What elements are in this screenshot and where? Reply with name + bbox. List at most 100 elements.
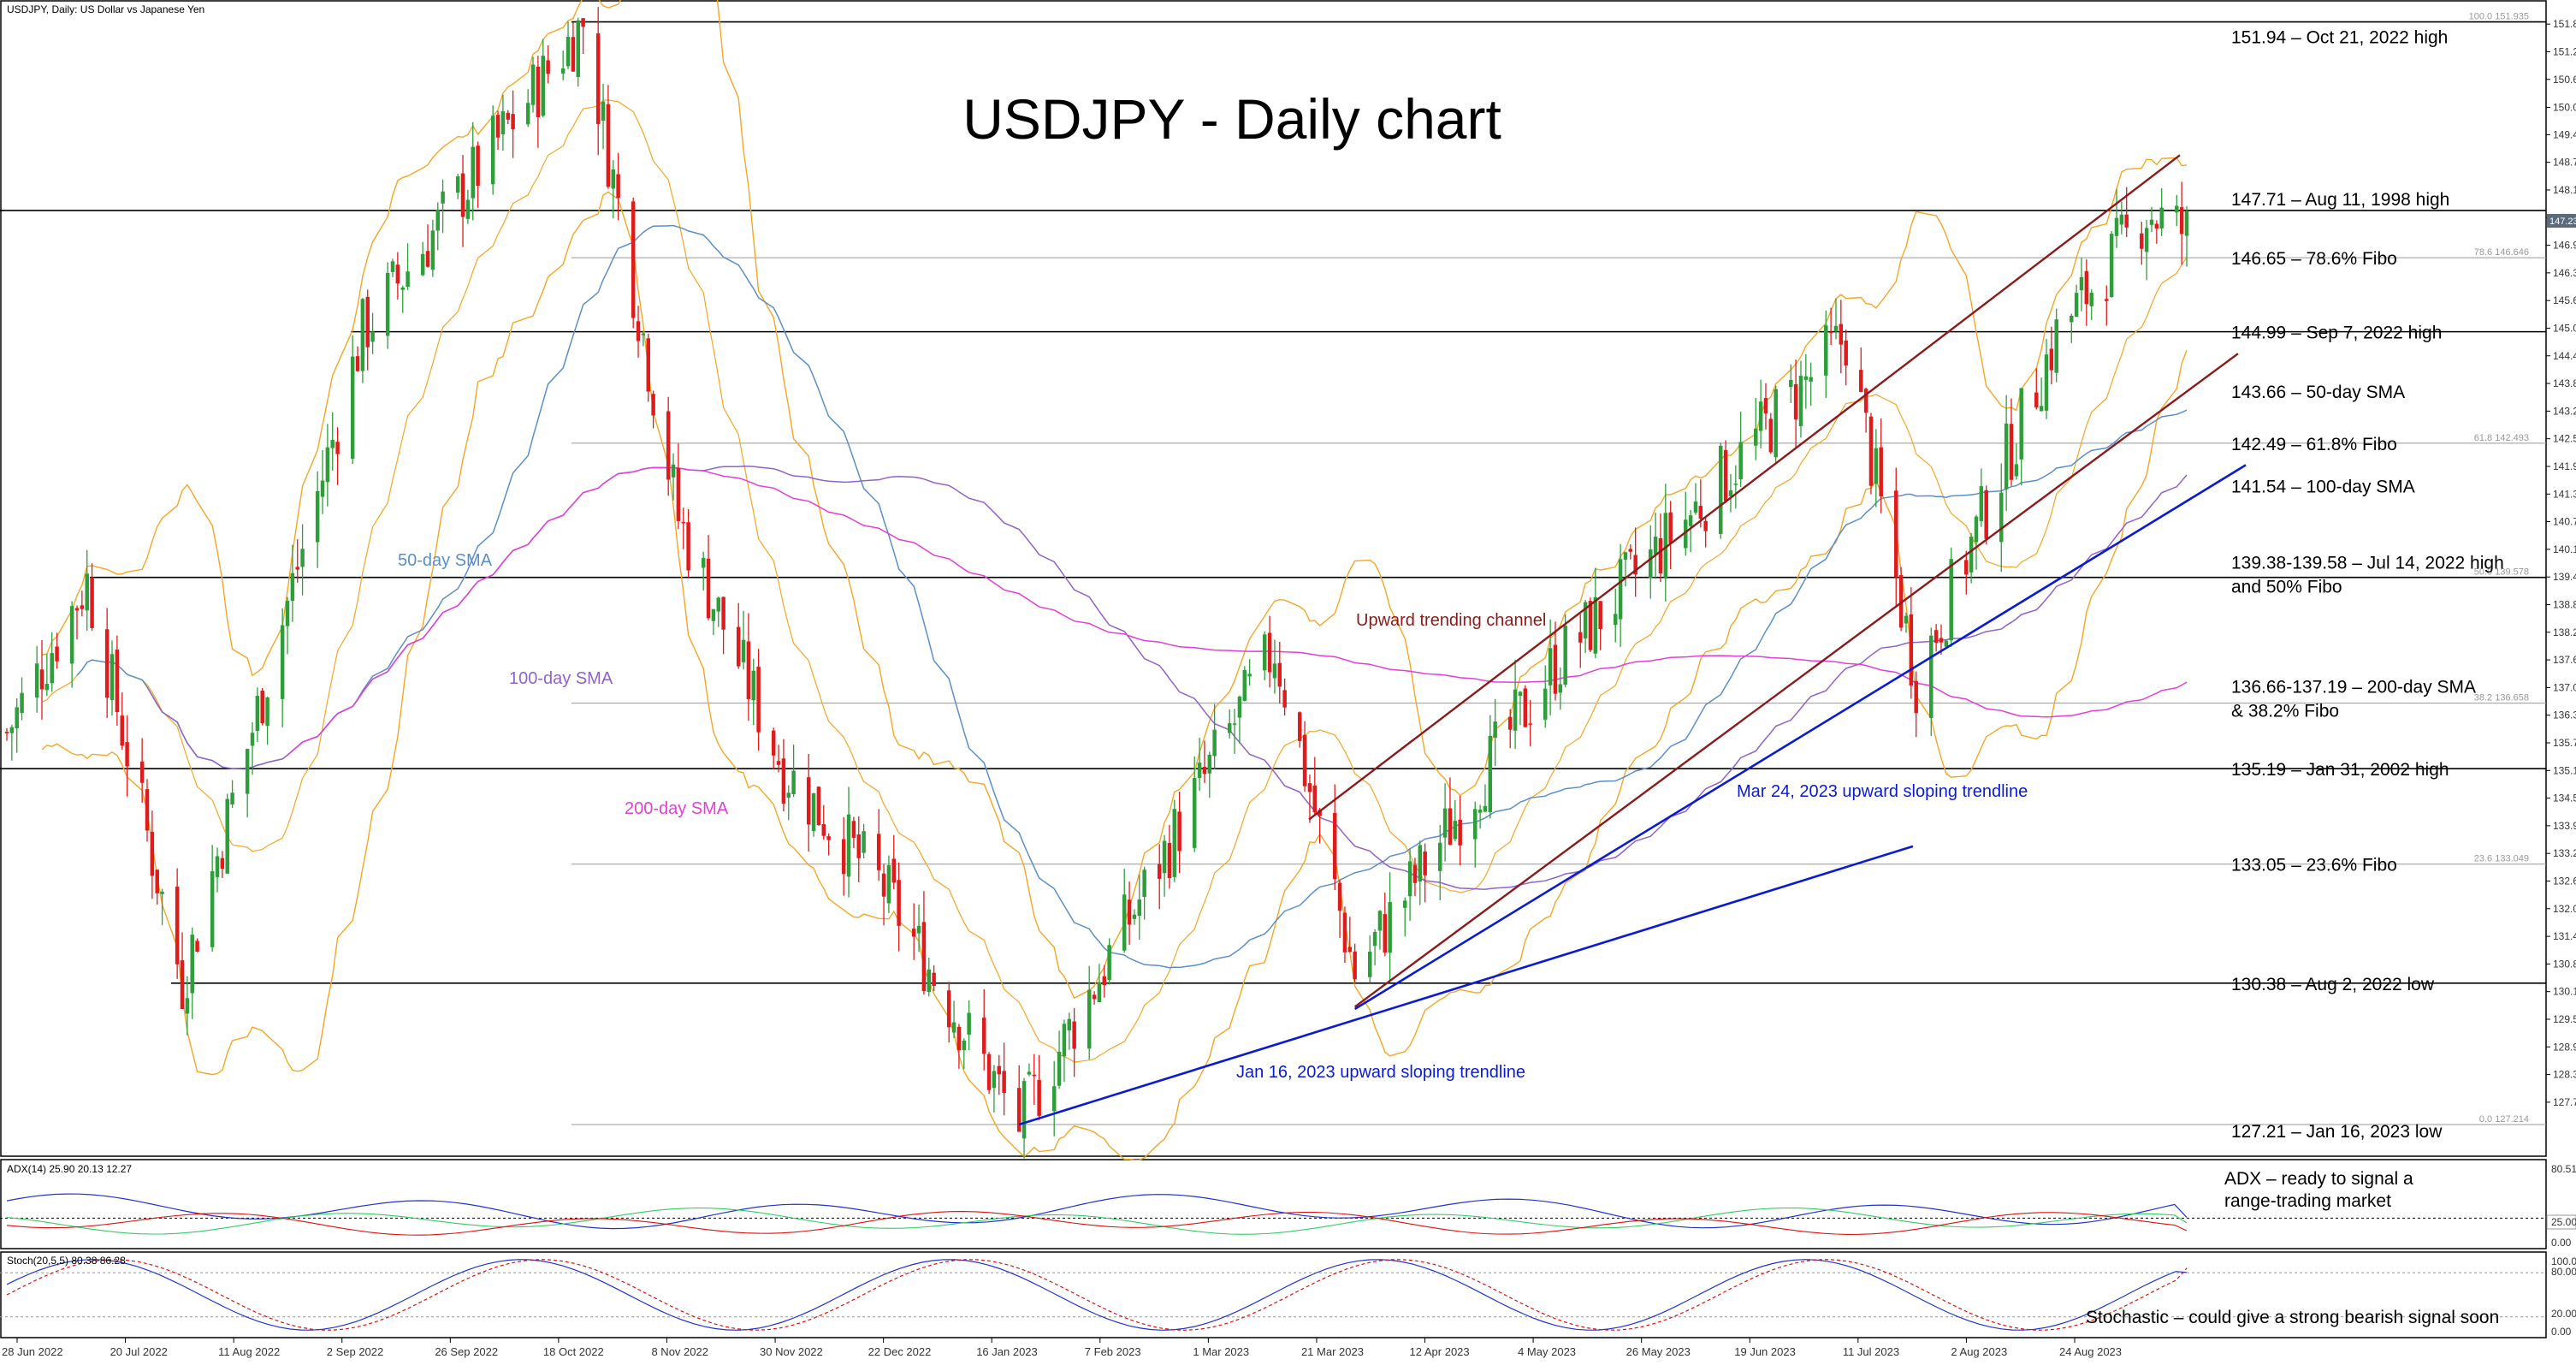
trend-lines	[1018, 154, 2247, 1126]
y-tick-label: 133.290	[2553, 847, 2576, 859]
candle-body	[1859, 370, 1863, 392]
candle-body	[1172, 809, 1177, 877]
candle-body	[2154, 223, 2159, 228]
y-tick-label: 142.590	[2553, 433, 2576, 445]
chart-title: USDJPY - Daily chart	[962, 87, 1501, 151]
candle-body	[1202, 767, 1207, 775]
y-tick-label: 151.270	[2553, 45, 2576, 57]
candle-body	[155, 869, 159, 893]
candle-body	[1493, 721, 1497, 738]
candle-body	[962, 1041, 967, 1051]
candle-body	[2014, 464, 2019, 477]
candle-body	[1649, 549, 1653, 579]
candle-body	[370, 331, 375, 342]
candle-body	[992, 1071, 997, 1089]
candle-body	[506, 112, 510, 120]
candle-body	[1097, 982, 1102, 1002]
candle-body	[641, 333, 646, 335]
candle-body	[846, 814, 851, 877]
candle-body	[1037, 1079, 1041, 1116]
candle-body	[335, 442, 340, 454]
candle-body	[355, 356, 360, 371]
x-tick-label: 20 Jul 2022	[110, 1345, 168, 1358]
candle-body	[315, 490, 320, 543]
y-tick-label: 150.650	[2553, 74, 2576, 86]
candle-body	[636, 321, 641, 341]
candle-body	[1598, 601, 1602, 629]
candle-body	[1803, 376, 1809, 380]
candle-body	[746, 641, 751, 699]
candle-body	[2114, 217, 2119, 236]
sma100-line	[146, 465, 2188, 890]
fib-tag: 23.6 133.049	[2474, 854, 2529, 864]
x-tick-label: 11 Jul 2023	[1843, 1345, 1899, 1358]
candle-body	[951, 1022, 956, 1033]
candle-body	[1914, 680, 1918, 714]
candle-body	[455, 176, 460, 193]
x-tick-label: 8 Nov 2022	[651, 1345, 708, 1358]
candle-body	[220, 858, 225, 869]
stoch-panel-frame	[0, 1251, 2547, 1338]
candle-body	[967, 1012, 971, 1035]
candle-body	[9, 727, 15, 733]
candle-body	[260, 690, 264, 724]
y-tick-label: 137.630	[2553, 654, 2576, 666]
candle-body	[956, 1026, 962, 1051]
candle-body	[1402, 900, 1407, 908]
candle-body	[571, 37, 576, 72]
y-tick-label: 131.430	[2553, 930, 2576, 942]
stoch-ytick-80: 80.00	[2551, 1266, 2576, 1278]
adx-ytick-top: 80.51	[2551, 1163, 2576, 1175]
candle-body	[55, 646, 59, 662]
candle-body	[2179, 207, 2184, 234]
adx-annotation-line2: range-trading market	[2224, 1191, 2391, 1211]
candle-body	[1212, 729, 1217, 757]
candle-body	[2049, 348, 2054, 371]
candle-body	[1016, 1088, 1022, 1132]
candle-body	[85, 573, 89, 611]
candle-body	[460, 173, 465, 217]
candle-body	[1628, 549, 1633, 552]
candle-body	[360, 299, 365, 371]
candle-body	[1388, 902, 1392, 953]
candle-body	[1868, 416, 1874, 486]
adx-level-25: 25.00	[2551, 1216, 2576, 1228]
candle-body	[821, 824, 826, 836]
y-tick-label: 138.250	[2553, 626, 2576, 638]
candle-body	[1272, 663, 1277, 679]
y-tick-label: 137.010	[2553, 681, 2576, 693]
candle-body	[80, 605, 85, 609]
x-tick-label: 12 Apr 2023	[1410, 1345, 1470, 1358]
candle-body	[495, 115, 500, 138]
candle-body	[1909, 614, 1914, 686]
candle-body	[716, 597, 721, 612]
candle-body	[881, 873, 886, 897]
candle-body	[721, 596, 725, 630]
stoch-ytick-0: 0.00	[2551, 1326, 2572, 1338]
candle-body	[1092, 994, 1097, 1000]
candle-body	[1768, 418, 1774, 453]
candle-body	[290, 573, 295, 602]
candle-body	[560, 68, 566, 74]
candle-body	[115, 650, 120, 713]
fib-tag: 61.8 142.493	[2474, 433, 2529, 443]
candle-body	[425, 251, 430, 267]
candle-body	[1874, 448, 1879, 484]
adx-panel-frame	[0, 1159, 2547, 1249]
y-tick-label: 150.020	[2553, 102, 2576, 114]
candle-body	[2034, 392, 2039, 408]
candle-body	[39, 669, 44, 690]
candle-body	[1939, 638, 1944, 643]
candle-body	[90, 577, 94, 628]
candle-body	[1057, 1051, 1062, 1086]
candle-body	[806, 777, 811, 825]
candle-body	[1623, 552, 1628, 560]
candle-body	[1774, 389, 1778, 458]
candle-body	[215, 856, 220, 877]
candle-body	[946, 990, 951, 1028]
y-tick-label: 148.170	[2553, 184, 2576, 196]
x-tick-label: 18 Oct 2022	[543, 1345, 604, 1358]
adx-label: ADX(14) 25.90 20.13 12.27	[7, 1163, 132, 1175]
candle-body	[1342, 912, 1347, 953]
y-tick-label: 129.570	[2553, 1013, 2576, 1025]
